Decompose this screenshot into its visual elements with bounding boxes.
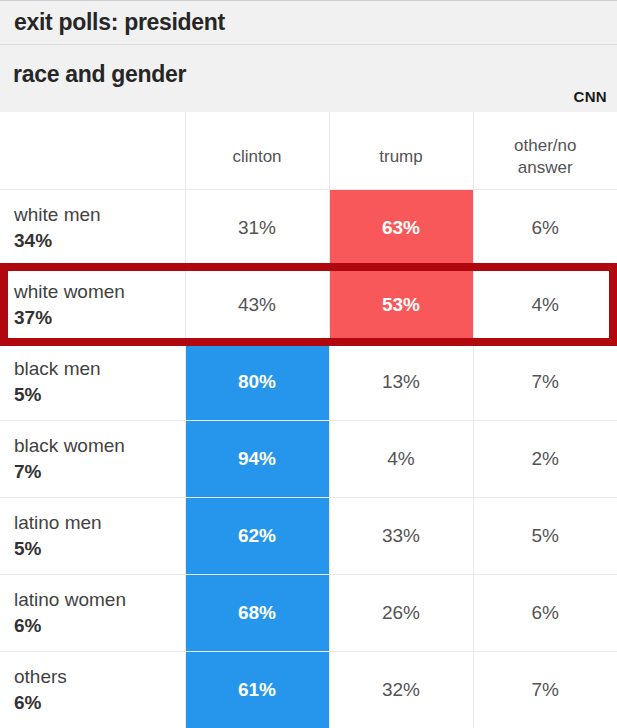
cell-other: 5% xyxy=(473,497,617,574)
row-header: white men 34% xyxy=(0,189,185,266)
column-header-other: other/no answer xyxy=(473,112,617,189)
row-header: black men 5% xyxy=(0,343,185,420)
table-row: black women 7% 94% 4% 2% xyxy=(0,420,617,497)
results-table: clinton trump other/no answer white men … xyxy=(0,112,617,728)
row-share: 6% xyxy=(14,613,177,639)
row-header: latino men 5% xyxy=(0,497,185,574)
cell-trump: 4% xyxy=(329,420,473,497)
row-label: white women xyxy=(14,279,177,305)
cell-trump: 32% xyxy=(329,651,473,728)
subtitle-band: race and gender CNN xyxy=(0,45,617,112)
page-title: exit polls: president xyxy=(14,9,225,36)
row-share: 5% xyxy=(14,382,177,408)
cell-trump: 33% xyxy=(329,497,473,574)
cell-clinton: 61% xyxy=(185,651,329,728)
cell-other: 6% xyxy=(473,574,617,651)
cell-clinton: 31% xyxy=(185,189,329,266)
cell-clinton: 43% xyxy=(185,266,329,343)
table-row: white women 37% 43% 53% 4% xyxy=(0,266,617,343)
row-header: white women 37% xyxy=(0,266,185,343)
cell-trump: 13% xyxy=(329,343,473,420)
row-share: 34% xyxy=(14,228,177,254)
table-row: black men 5% 80% 13% 7% xyxy=(0,343,617,420)
column-header-blank xyxy=(0,112,185,189)
row-label: latino men xyxy=(14,510,177,536)
cell-other: 6% xyxy=(473,189,617,266)
cell-clinton: 68% xyxy=(185,574,329,651)
row-label: white men xyxy=(14,202,177,228)
column-header-trump: trump xyxy=(329,112,473,189)
cell-clinton: 80% xyxy=(185,343,329,420)
cell-other: 7% xyxy=(473,651,617,728)
row-header: latino women 6% xyxy=(0,574,185,651)
row-label: black men xyxy=(14,356,177,382)
row-header: black women 7% xyxy=(0,420,185,497)
row-label: others xyxy=(14,664,177,690)
table-row: latino women 6% 68% 26% 6% xyxy=(0,574,617,651)
cell-other: 7% xyxy=(473,343,617,420)
row-share: 7% xyxy=(14,459,177,485)
column-header-clinton: clinton xyxy=(185,112,329,189)
table-row: white men 34% 31% 63% 6% xyxy=(0,189,617,266)
row-label: black women xyxy=(14,433,177,459)
cell-other: 4% xyxy=(473,266,617,343)
cnn-logo: CNN xyxy=(574,88,607,105)
table-row: others 6% 61% 32% 7% xyxy=(0,651,617,728)
exit-poll-graphic: exit polls: president race and gender CN… xyxy=(0,0,617,728)
results-table-wrap: clinton trump other/no answer white men … xyxy=(0,112,617,728)
cell-trump: 63% xyxy=(329,189,473,266)
column-header-row: clinton trump other/no answer xyxy=(0,112,617,189)
row-share: 37% xyxy=(14,305,177,331)
cell-clinton: 94% xyxy=(185,420,329,497)
page-subtitle: race and gender xyxy=(13,61,617,88)
row-header: others 6% xyxy=(0,651,185,728)
cell-trump: 53% xyxy=(329,266,473,343)
row-share: 5% xyxy=(14,536,177,562)
title-band: exit polls: president xyxy=(0,1,617,45)
cell-trump: 26% xyxy=(329,574,473,651)
row-share: 6% xyxy=(14,690,177,716)
table-row: latino men 5% 62% 33% 5% xyxy=(0,497,617,574)
cell-other: 2% xyxy=(473,420,617,497)
cell-clinton: 62% xyxy=(185,497,329,574)
row-label: latino women xyxy=(14,587,177,613)
